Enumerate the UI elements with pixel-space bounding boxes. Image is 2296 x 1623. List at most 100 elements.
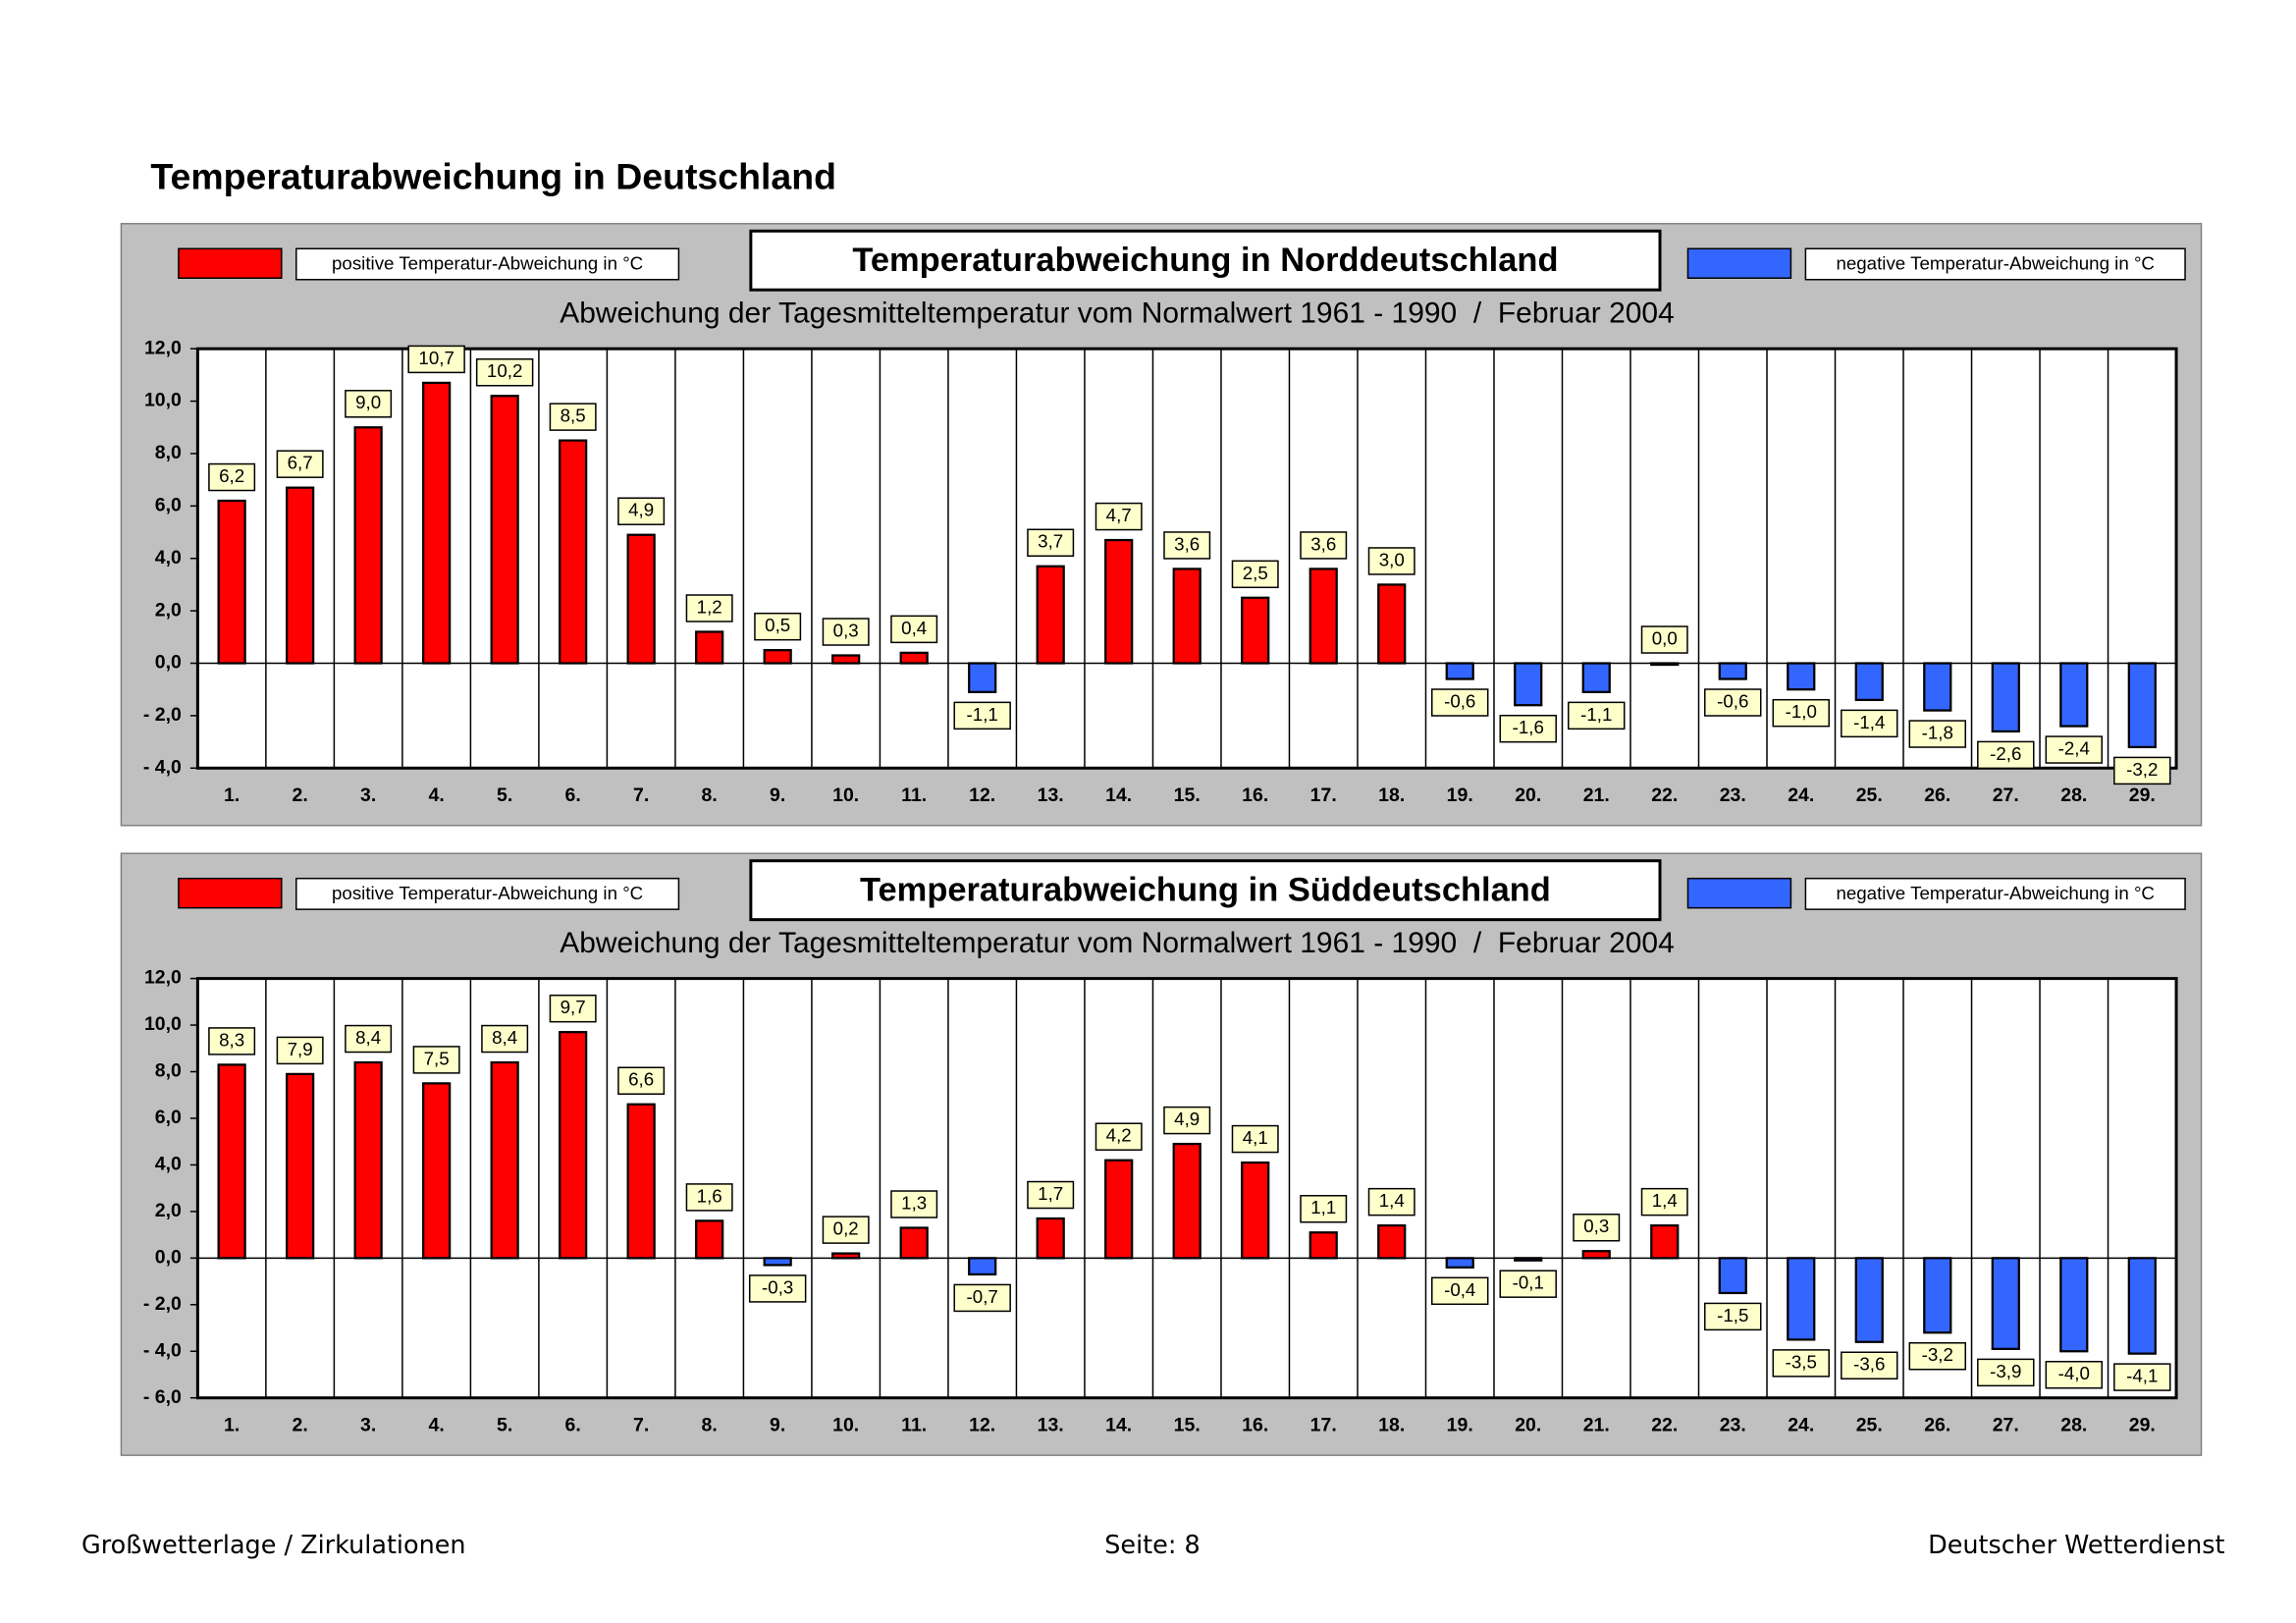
footer-center: Seite: 8	[1104, 1531, 1200, 1560]
x-tick-label: 17.	[1310, 1414, 1337, 1435]
value-label: 8,5	[561, 406, 586, 426]
legend-swatch	[178, 247, 283, 279]
x-tick-label: 2.	[293, 784, 308, 806]
bar	[217, 1063, 246, 1260]
value-label-box	[1772, 698, 1830, 728]
x-tick-label: 27.	[1993, 784, 2019, 806]
value-label-box	[1841, 1351, 1898, 1380]
bar	[831, 1252, 861, 1260]
x-tick-label: 15.	[1174, 1414, 1201, 1435]
value-label: -1,5	[1717, 1305, 1748, 1325]
value-label-box	[748, 1274, 807, 1303]
value-label: -1,4	[1853, 712, 1885, 732]
value-label-box	[822, 618, 870, 646]
value-label: 4,7	[1106, 505, 1132, 525]
x-tick-label: 22.	[1651, 1414, 1678, 1435]
footer-right: Deutscher Wetterdienst	[1928, 1531, 2224, 1560]
value-label-box	[822, 1216, 870, 1244]
x-tick-label: 1.	[224, 1414, 240, 1435]
value-label: 0,5	[765, 615, 790, 635]
bar	[626, 1103, 656, 1260]
value-label: -1,8	[1922, 722, 1953, 742]
x-tick-label: 20.	[1515, 1414, 1541, 1435]
bar	[1377, 1223, 1407, 1260]
bar	[626, 533, 656, 665]
y-tick-label: 0,0	[155, 1246, 182, 1268]
value-label: -4,0	[2058, 1363, 2090, 1383]
value-label: 9,7	[561, 997, 586, 1017]
x-tick-label: 10.	[832, 1414, 859, 1435]
value-label-box	[208, 462, 256, 492]
bar	[353, 426, 383, 665]
bar	[1991, 662, 2020, 733]
bar	[422, 381, 452, 665]
bar	[1991, 1257, 2020, 1351]
y-tick-label: 2,0	[155, 599, 182, 621]
value-label: -3,9	[1990, 1361, 2021, 1381]
x-tick-label: 29.	[2129, 784, 2156, 806]
bar	[1308, 568, 1338, 665]
value-label-box	[1499, 1270, 1557, 1298]
x-tick-label: 6.	[565, 1414, 581, 1435]
plot-frame	[195, 977, 2178, 1400]
bar	[1172, 568, 1201, 665]
x-tick-label: 2.	[293, 1414, 308, 1435]
y-tick-label: - 6,0	[143, 1386, 182, 1408]
value-label: 4,9	[628, 500, 654, 520]
bar	[286, 486, 315, 665]
bar	[1718, 1257, 1747, 1295]
x-tick-label: 5.	[497, 784, 512, 806]
value-label-box	[1640, 1187, 1688, 1217]
value-label-box	[890, 1190, 938, 1218]
value-label: 0,3	[833, 620, 859, 640]
y-tick-label: 4,0	[155, 1154, 182, 1175]
x-tick-label: 4.	[429, 784, 445, 806]
value-label-box	[1367, 1187, 1415, 1217]
bar	[763, 649, 792, 665]
bar	[1445, 662, 1474, 680]
value-label-box	[1095, 502, 1143, 531]
x-tick-label: 8.	[702, 784, 718, 806]
value-label: -3,5	[1786, 1351, 1817, 1372]
bar	[968, 662, 997, 693]
value-label-box	[1704, 1302, 1762, 1331]
value-label: -1,1	[967, 704, 998, 725]
value-label-box	[1300, 531, 1348, 560]
bar	[2059, 1257, 2089, 1353]
bar	[490, 395, 519, 665]
value-label: 6,6	[628, 1069, 654, 1090]
value-label: 3,6	[1310, 533, 1336, 554]
bar	[1104, 538, 1134, 665]
value-label: 10,7	[418, 348, 454, 368]
bar	[899, 651, 929, 665]
value-label-box	[1568, 701, 1626, 730]
value-label: 4,2	[1106, 1125, 1132, 1146]
value-label: 6,2	[219, 465, 244, 486]
legend-label: negative Temperatur-Abweichung in °C	[1836, 253, 2155, 274]
value-label: -0,6	[1717, 690, 1748, 711]
value-label: 1,2	[697, 596, 722, 617]
chart-title: Temperaturabweichung in Norddeutschland	[852, 242, 1558, 279]
value-label-box	[754, 612, 802, 641]
value-label: 10,2	[487, 360, 522, 381]
x-tick-label: 3.	[360, 784, 376, 806]
value-label-box	[685, 594, 733, 622]
value-label-box	[345, 390, 393, 418]
value-label-box	[549, 994, 597, 1023]
bar	[968, 1257, 997, 1276]
bar	[1377, 583, 1407, 665]
value-label-box	[1300, 1195, 1348, 1223]
x-tick-label: 4.	[429, 1414, 445, 1435]
bar	[559, 1031, 588, 1260]
bar	[1308, 1231, 1338, 1260]
x-tick-label: 3.	[360, 1414, 376, 1435]
legend-label: positive Temperatur-Abweichung in °C	[332, 883, 643, 903]
value-label: -3,2	[1922, 1344, 1953, 1365]
value-label-box	[953, 701, 1011, 730]
x-tick-label: 24.	[1788, 1414, 1814, 1435]
value-label: -2,4	[2058, 738, 2090, 759]
x-tick-label: 23.	[1720, 784, 1746, 806]
x-tick-label: 29.	[2129, 1414, 2156, 1435]
x-tick-label: 6.	[565, 784, 581, 806]
y-tick-label: 10,0	[144, 390, 182, 411]
